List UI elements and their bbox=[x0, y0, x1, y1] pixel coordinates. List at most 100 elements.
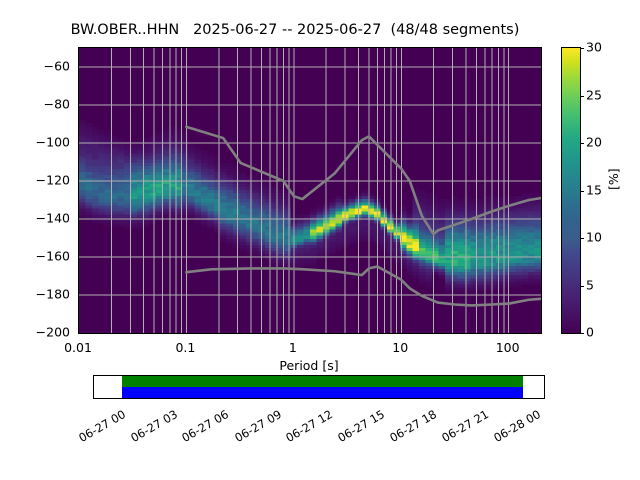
x-axis-title: Period [s] bbox=[279, 358, 339, 373]
x-tick-mark-minor bbox=[345, 333, 346, 334]
x-tick-mark-minor bbox=[326, 333, 327, 334]
coverage-timeline[interactable] bbox=[93, 375, 545, 399]
x-tick-mark-minor bbox=[111, 333, 112, 334]
y-tick-label: −160 bbox=[35, 248, 70, 264]
x-tick-mark-minor bbox=[466, 333, 467, 334]
y-tick-label: −140 bbox=[35, 210, 70, 226]
nlnm-curve bbox=[185, 265, 541, 307]
y-tick-mark bbox=[78, 219, 79, 220]
x-tick-mark-major bbox=[401, 333, 402, 334]
x-tick-mark-minor bbox=[369, 333, 370, 334]
colorbar-tick-label: 0 bbox=[586, 324, 594, 340]
timeline-date-label: 06-28 00 bbox=[491, 407, 543, 445]
colorbar-tick-label: 10 bbox=[586, 229, 602, 245]
x-tick-mark-minor bbox=[219, 333, 220, 334]
x-tick-label: 0.1 bbox=[175, 340, 196, 355]
colorbar-tick-mark bbox=[580, 333, 584, 334]
y-tick-label: −180 bbox=[35, 286, 70, 302]
y-tick-mark bbox=[78, 295, 79, 296]
x-tick-mark-minor bbox=[377, 333, 378, 334]
x-tick-mark-minor bbox=[498, 333, 499, 334]
x-tick-mark-minor bbox=[154, 333, 155, 334]
x-tick-mark-minor bbox=[391, 333, 392, 334]
timeline-tick-mark bbox=[225, 398, 226, 399]
x-tick-mark-minor bbox=[277, 333, 278, 334]
ppsd-plot-area[interactable] bbox=[78, 47, 542, 334]
y-tick-mark bbox=[78, 333, 79, 334]
x-tick-mark-minor bbox=[541, 333, 542, 334]
x-tick-label: 10 bbox=[392, 340, 409, 355]
y-tick-label: −100 bbox=[35, 134, 70, 150]
x-tick-mark-minor bbox=[163, 333, 164, 334]
y-tick-mark bbox=[78, 105, 79, 106]
colorbar-title: [%] bbox=[606, 168, 621, 190]
colorbar-tick-mark bbox=[580, 285, 584, 287]
timeline-tick-mark bbox=[381, 398, 382, 399]
colorbar-tick-mark bbox=[580, 48, 584, 49]
ppsd-density-image bbox=[79, 48, 541, 333]
x-tick-mark-minor bbox=[270, 333, 271, 334]
x-tick-mark-major bbox=[186, 333, 187, 334]
x-tick-mark-minor bbox=[476, 333, 477, 334]
y-tick-mark bbox=[78, 257, 79, 258]
x-tick-mark-minor bbox=[130, 333, 131, 334]
x-tick-label: 100 bbox=[495, 340, 520, 355]
y-tick-labels: −60 −80 −100 −120 −140 −160 −180 −200 bbox=[0, 47, 76, 340]
ppsd-canvas bbox=[79, 48, 541, 333]
x-tick-mark-minor bbox=[182, 333, 183, 334]
timeline-date-label: 06-27 12 bbox=[283, 407, 336, 445]
x-tick-mark-minor bbox=[261, 333, 262, 334]
x-tick-mark-minor bbox=[283, 333, 284, 334]
x-tick-mark-minor bbox=[170, 333, 171, 334]
colorbar-tick-mark bbox=[580, 190, 584, 192]
x-tick-mark-minor bbox=[396, 333, 397, 334]
y-tick-mark bbox=[78, 67, 79, 68]
timeline-date-label: 06-27 21 bbox=[439, 407, 492, 445]
colorbar-tick-mark bbox=[580, 95, 584, 97]
x-tick-mark-minor bbox=[504, 333, 505, 334]
y-tick-label: −80 bbox=[43, 96, 70, 112]
x-tick-mark-major bbox=[294, 333, 295, 334]
x-tick-mark-minor bbox=[434, 333, 435, 334]
figure-title: BW.OBER..HHN 2025-06-27 -- 2025-06-27 (4… bbox=[70, 22, 520, 38]
noise-model-curves bbox=[185, 125, 541, 307]
colorbar-tick-label: 15 bbox=[586, 182, 602, 197]
y-tick-label: −120 bbox=[35, 172, 70, 188]
x-tick-mark-minor bbox=[452, 333, 453, 334]
x-tick-mark-major bbox=[509, 333, 510, 334]
colorbar-tick-mark bbox=[580, 238, 584, 239]
timeline-date-label: 06-27 09 bbox=[231, 407, 284, 445]
y-tick-label: −60 bbox=[43, 58, 70, 74]
timeline-tick-mark bbox=[485, 398, 486, 399]
x-tick-label: 1 bbox=[288, 340, 297, 355]
colorbar-tick-mark bbox=[580, 143, 584, 144]
timeline-date-label: 06-27 03 bbox=[127, 407, 180, 445]
timeline-date-label: 06-27 00 bbox=[76, 407, 129, 445]
timeline-date-label: 06-27 15 bbox=[335, 407, 388, 445]
y-tick-mark bbox=[78, 181, 79, 182]
coverage-bar-green bbox=[122, 376, 523, 387]
colorbar[interactable] bbox=[561, 47, 584, 334]
colorbar-tick-label: 5 bbox=[586, 277, 594, 292]
colorbar-tick-label: 20 bbox=[586, 134, 602, 150]
y-tick-label: −200 bbox=[35, 324, 70, 340]
x-tick-mark-minor bbox=[144, 333, 145, 334]
timeline-tick-mark bbox=[537, 398, 538, 399]
x-tick-label: 0.01 bbox=[64, 340, 92, 355]
timeline-tick-mark bbox=[122, 398, 123, 399]
x-tick-mark-minor bbox=[492, 333, 493, 334]
y-tick-mark bbox=[78, 143, 79, 144]
timeline-tick-mark bbox=[174, 398, 175, 399]
colorbar-tick-label: 25 bbox=[586, 87, 602, 102]
coverage-bar-blue bbox=[122, 387, 523, 398]
x-tick-mark-minor bbox=[289, 333, 290, 334]
plot-gridlines bbox=[79, 48, 541, 333]
nhnm-curve bbox=[185, 125, 541, 236]
x-tick-mark-minor bbox=[385, 333, 386, 334]
x-tick-mark-minor bbox=[238, 333, 239, 334]
timeline-tick-mark bbox=[329, 398, 330, 399]
timeline-tick-mark bbox=[278, 398, 279, 399]
colorbar-tick-label: 30 bbox=[586, 39, 602, 55]
timeline-tick-mark bbox=[433, 398, 434, 399]
